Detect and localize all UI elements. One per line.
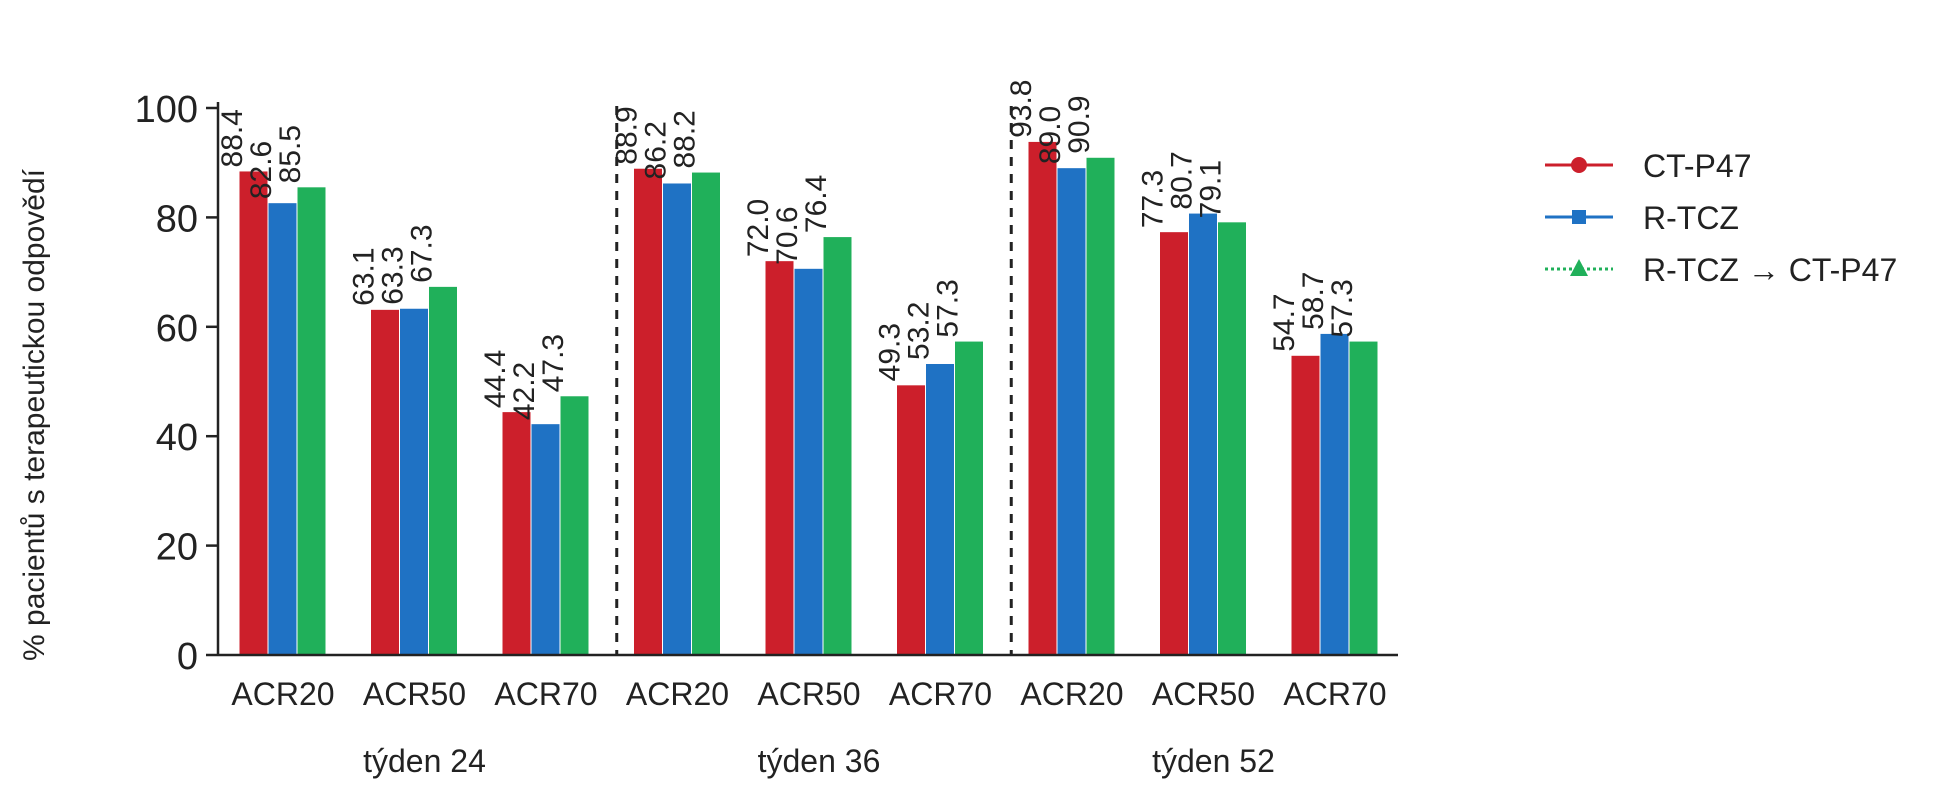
x-category-label: ACR50 [757,676,860,712]
y-axis-title-group: % pacientů s terapeutickou odpovědí [18,168,51,661]
x-category-label: ACR70 [1283,676,1386,712]
bar [823,237,852,656]
legend-label: CT-P47 [1643,148,1751,184]
legend-label: R-TCZ [1643,200,1739,236]
bar [1218,222,1246,655]
data-label: 82.6 [245,141,278,199]
data-label: 42.2 [508,362,541,420]
data-label: 63.3 [377,246,410,304]
bar [1086,157,1115,656]
bar [692,172,720,655]
x-group-label: týden 52 [1152,743,1275,779]
y-tick-label: 20 [156,527,198,569]
x-category-label: ACR20 [626,676,729,712]
bar [1057,168,1086,656]
bar [371,309,399,655]
data-label: 90.9 [1063,95,1096,153]
bar [400,308,428,655]
bar [634,168,662,656]
y-tick-label: 80 [156,198,198,240]
bar [239,171,268,655]
y-tick-label: 0 [177,636,198,678]
bar [1189,213,1217,656]
legend-label: R-TCZ → CT-P47 [1643,252,1897,288]
bar [560,396,589,655]
y-tick-label: 100 [135,89,198,131]
data-label: 77.3 [1137,170,1170,228]
y-tick-label: 60 [156,308,198,350]
x-category-label: ACR20 [231,676,334,712]
data-label: 67.3 [406,224,439,282]
data-label: 49.3 [874,323,907,381]
bar [502,412,531,655]
data-label: 47.3 [537,334,570,392]
y-axis: 0 20 40 60 80 100 [135,89,220,678]
data-label: 88.9 [611,106,644,164]
legend-marker-triangle-icon [1570,259,1588,276]
data-label: 88.2 [669,110,702,168]
data-label: 72.0 [742,199,775,257]
data-label: 88.4 [216,109,249,167]
bar [897,385,925,655]
x-category-label: ACR50 [363,676,466,712]
bar [1291,355,1320,655]
x-group-label: týden 24 [363,743,486,779]
data-label: 53.2 [903,302,936,360]
y-tick-label: 40 [156,417,198,459]
x-category-label: ACR50 [1152,676,1255,712]
bar [531,424,560,655]
data-label: 89.0 [1034,106,1067,164]
data-label: 76.4 [800,175,833,233]
data-label: 70.6 [771,206,804,264]
x-category-label: ACR70 [494,676,597,712]
bar [429,286,457,655]
legend-item: R-TCZ [1545,200,1739,236]
bar [297,187,326,655]
x-group-label: týden 36 [758,743,881,779]
data-label: 57.3 [1326,279,1359,337]
data-label: 54.7 [1268,293,1301,351]
data-label: 86.2 [640,121,673,179]
legend-marker-square-icon [1572,210,1586,224]
data-label: 85.5 [274,125,307,183]
data-label: 80.7 [1166,151,1199,209]
legend-item: R-TCZ → CT-P47 [1545,252,1897,288]
bars [239,141,1378,656]
bar [1028,141,1057,655]
bar [268,203,297,656]
legend-marker-circle-icon [1571,157,1587,173]
bar [765,261,794,655]
data-label: 44.4 [479,350,512,408]
data-label: 58.7 [1297,272,1330,330]
data-label: 57.3 [932,279,965,337]
bar [1160,232,1188,655]
x-category-label: ACR20 [1020,676,1123,712]
data-label: 63.1 [348,247,381,305]
legend-item: CT-P47 [1545,148,1751,184]
x-category-label: ACR70 [889,676,992,712]
legend: CT-P47 R-TCZ R-TCZ → CT-P47 [1545,148,1897,288]
bar [955,341,983,655]
bar [1349,341,1378,655]
bar [1320,333,1349,655]
value-labels: 88.482.685.5 63.163.367.3 44.442.247.3 88.9… [216,80,1359,421]
bar [794,268,823,655]
group-separators [615,106,1013,655]
bar [926,363,954,655]
bar [663,183,691,655]
y-axis-title: % pacientů s terapeutickou odpovědí [18,168,51,661]
data-label: 79.1 [1195,160,1228,218]
